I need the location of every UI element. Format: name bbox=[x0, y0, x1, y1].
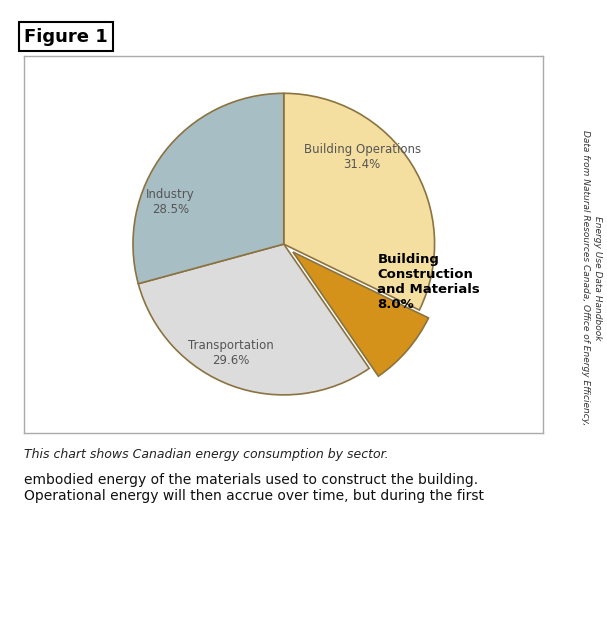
Text: Building Operations
31.4%: Building Operations 31.4% bbox=[304, 143, 421, 171]
Wedge shape bbox=[138, 244, 369, 395]
Text: This chart shows Canadian energy consumption by sector.: This chart shows Canadian energy consump… bbox=[24, 448, 389, 461]
Text: Building
Construction
and Materials
8.0%: Building Construction and Materials 8.0% bbox=[378, 253, 480, 311]
Wedge shape bbox=[283, 93, 435, 310]
Text: Figure 1: Figure 1 bbox=[24, 28, 108, 46]
Text: Data from Natural Resources Canada, Office of Energy Efficiency,: Data from Natural Resources Canada, Offi… bbox=[582, 130, 590, 426]
Text: embodied energy of the materials used to construct the building.
Operational ene: embodied energy of the materials used to… bbox=[24, 473, 484, 503]
Wedge shape bbox=[293, 252, 429, 376]
Wedge shape bbox=[133, 93, 284, 284]
Text: Energy Use Data Handbook: Energy Use Data Handbook bbox=[594, 216, 602, 341]
Text: Transportation
29.6%: Transportation 29.6% bbox=[188, 339, 274, 366]
Text: Industry
28.5%: Industry 28.5% bbox=[146, 188, 195, 216]
